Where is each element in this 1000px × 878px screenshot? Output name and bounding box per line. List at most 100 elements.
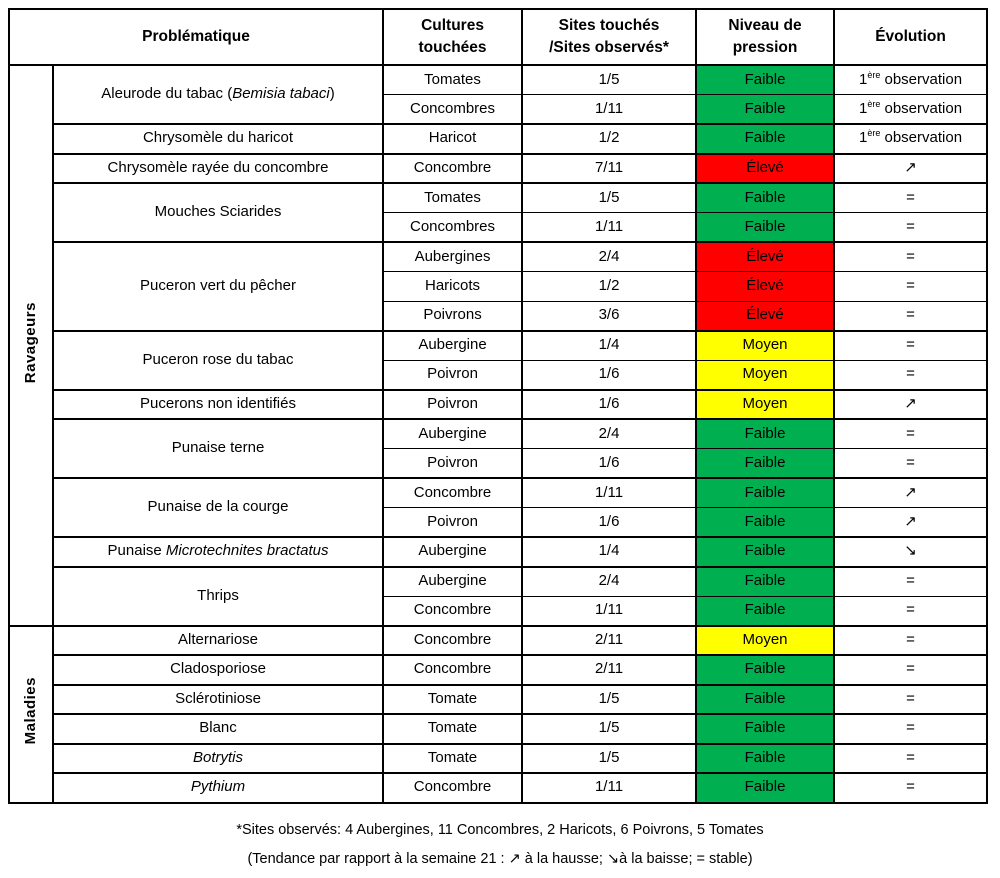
culture-cell: Poivron xyxy=(382,388,524,420)
sites-cell: 1/11 xyxy=(521,212,698,243)
culture-cell: Concombre xyxy=(382,772,524,803)
culture-cell: Tomates xyxy=(382,64,524,95)
culture-cell: Concombre xyxy=(382,595,524,626)
problem-cell: Aleurode du tabac (Bemisia tabaci) xyxy=(51,64,385,125)
culture-cell: Aubergine xyxy=(382,565,524,597)
culture-cell: Concombre xyxy=(382,152,524,184)
table-row: Punaise terne Aubergine 2/4 Faible = xyxy=(9,418,989,479)
sites-cell: 3/6 xyxy=(521,300,698,331)
sites-cell: 1/6 xyxy=(521,359,698,390)
culture-cell: Aubergine xyxy=(382,418,524,449)
problem-cell: Puceron rose du tabac xyxy=(51,329,385,390)
pressure-cell: Faible xyxy=(695,654,836,685)
evolution-cell: 1ère observation xyxy=(833,64,989,95)
header-problematique-label: Problématique xyxy=(142,28,250,46)
evolution-cell: ↗ xyxy=(833,388,989,420)
evolution-cell: ↘ xyxy=(833,536,989,567)
evolution-cell: 1ère observation xyxy=(833,123,989,154)
header-pression-line2: pression xyxy=(732,39,798,56)
pressure-cell: Faible xyxy=(695,448,836,479)
table-row: Puceron rose du tabac Aubergine 1/4 Moyen = xyxy=(9,329,989,390)
header-problematique: Problématique xyxy=(7,8,385,66)
header-row: Problématique Cultures touchées Sites to… xyxy=(7,8,989,66)
evolution-cell: = xyxy=(833,448,989,479)
table-row: Thrips Aubergine 2/4 Faible = xyxy=(9,565,989,626)
problem-cell: Punaise terne xyxy=(51,418,385,479)
culture-cell: Concombre xyxy=(382,477,524,508)
table-row: Ravageurs Aleurode du tabac (Bemisia taba… xyxy=(8,64,989,626)
culture-cell: Concombres xyxy=(382,212,524,243)
pressure-cell: Faible xyxy=(695,123,836,154)
problem-cell: Chrysomèle du haricot xyxy=(51,123,385,154)
sites-cell: 7/11 xyxy=(521,152,698,184)
problem-cell: Punaise de la courge xyxy=(51,477,385,538)
header-pression-line1: Niveau de xyxy=(728,17,802,35)
table-row: Botrytis Tomate 1/5 Faible = xyxy=(9,742,989,774)
culture-cell: Poivron xyxy=(382,448,524,479)
table-row: Punaise de la courge Concombre 1/11 Faible ↗ xyxy=(9,477,989,538)
pressure-cell: Moyen xyxy=(695,388,836,420)
culture-cell: Tomate xyxy=(382,683,524,715)
culture-cell: Aubergines xyxy=(382,241,524,272)
culture-cell: Aubergine xyxy=(382,329,524,361)
culture-cell: Poivrons xyxy=(382,300,524,331)
pressure-cell: Faible xyxy=(695,565,836,597)
pressure-cell: Faible xyxy=(695,507,836,538)
culture-cell: Poivron xyxy=(382,507,524,538)
header-cultures-line2: touchées xyxy=(418,39,487,56)
header-evolution-label: Évolution xyxy=(875,28,946,46)
evolution-cell: = xyxy=(833,241,989,272)
group-label-text: Maladies xyxy=(21,677,39,745)
evolution-cell: = xyxy=(833,713,989,744)
evolution-cell: = xyxy=(833,742,989,774)
sites-cell: 2/4 xyxy=(521,241,698,272)
table-row: Mouches Sciarides Tomates 1/5 Faible = xyxy=(9,182,989,243)
evolution-cell: = xyxy=(833,271,989,302)
group-label-text: Ravageurs xyxy=(21,301,39,383)
pressure-cell: Moyen xyxy=(695,624,836,656)
header-sites-line1: Sites touchés xyxy=(558,17,660,35)
pressure-cell: Élevé xyxy=(695,241,836,272)
pressure-cell: Faible xyxy=(695,418,836,449)
table-row: Pythium Concombre 1/11 Faible = xyxy=(9,772,989,803)
sites-cell: 1/5 xyxy=(521,713,698,744)
pressure-cell: Élevé xyxy=(695,152,836,184)
culture-cell: Tomate xyxy=(382,713,524,744)
culture-cell: Concombres xyxy=(382,94,524,125)
sites-cell: 2/4 xyxy=(521,565,698,597)
evolution-cell: ↗ xyxy=(833,477,989,508)
table-row: Cladosporiose Concombre 2/11 Faible = xyxy=(9,654,989,685)
table-row: Puceron vert du pêcher Aubergines 2/4 Élevé… xyxy=(9,241,989,331)
pressure-cell: Faible xyxy=(695,94,836,125)
evolution-cell: = xyxy=(833,359,989,390)
culture-cell: Haricot xyxy=(382,123,524,154)
problem-cell: Thrips xyxy=(51,565,385,626)
pressure-cell: Faible xyxy=(695,742,836,774)
evolution-cell: = xyxy=(833,683,989,715)
pest-disease-monitoring-table: Problématique Cultures touchées Sites to… xyxy=(7,8,989,804)
pressure-cell: Faible xyxy=(695,595,836,626)
culture-cell: Concombre xyxy=(382,654,524,685)
sites-cell: 1/5 xyxy=(521,64,698,95)
sites-cell: 1/4 xyxy=(521,536,698,567)
sites-cell: 2/11 xyxy=(521,624,698,656)
problem-cell: Sclérotiniose xyxy=(51,683,385,715)
pressure-cell: Faible xyxy=(695,182,836,213)
footnote: *Sites observés: 4 Aubergines, 11 Concom… xyxy=(0,816,1000,874)
sites-cell: 2/11 xyxy=(521,654,698,685)
problem-cell: Mouches Sciarides xyxy=(51,182,385,243)
table-row: Poivron 1/6 Moyen = xyxy=(9,359,989,390)
table-row: Concombres 1/11 Faible = xyxy=(9,212,989,243)
sites-cell: 1/11 xyxy=(521,477,698,508)
evolution-cell: = xyxy=(833,772,989,803)
problem-cell: Pythium xyxy=(51,772,385,803)
pressure-cell: Moyen xyxy=(695,359,836,390)
header-sites-line2: /Sites observés* xyxy=(549,39,669,56)
evolution-cell: = xyxy=(833,182,989,213)
problem-cell: Chrysomèle rayée du concombre xyxy=(51,152,385,184)
problem-cell: Alternariose xyxy=(51,624,385,656)
sites-cell: 2/4 xyxy=(521,418,698,449)
pressure-cell: Moyen xyxy=(695,329,836,361)
header-cultures: Cultures touchées xyxy=(382,8,524,66)
sites-cell: 1/4 xyxy=(521,329,698,361)
